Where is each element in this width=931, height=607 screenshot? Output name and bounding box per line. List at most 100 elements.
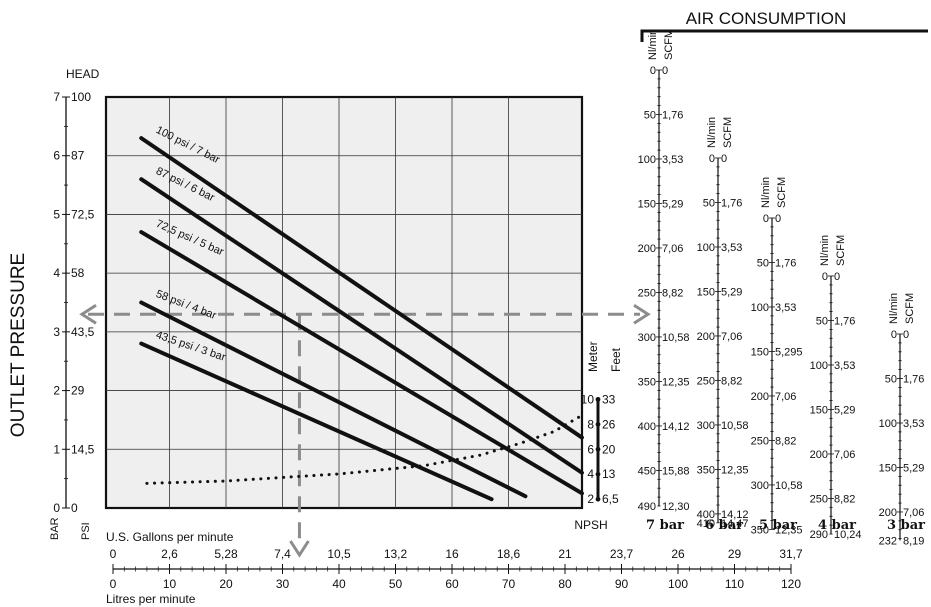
npsh-tick (595, 446, 601, 452)
scfm-value: 1,76 (903, 373, 924, 385)
bar-tick-label: 2 (53, 384, 60, 398)
plot-grid (104, 95, 584, 510)
psi-axis-label: PSI (80, 522, 92, 540)
scfm-value: 0 (903, 329, 909, 341)
scfm-value: 1,76 (834, 315, 855, 327)
air-consumption-title: AIR CONSUMPTION (686, 9, 847, 28)
gpm-tick-label: 29 (728, 547, 742, 561)
scfm-value: 7,06 (903, 507, 924, 519)
npsh-meter-tick: 6 (587, 442, 594, 456)
lpm-tick-label: 90 (615, 577, 629, 591)
scfm-value: 5,29 (721, 286, 742, 298)
scfm-value: 1,76 (775, 257, 796, 269)
nl-value: 0 (891, 329, 897, 341)
scfm-value: 10,24 (834, 529, 862, 541)
scfm-value: 7,06 (662, 243, 683, 255)
nl-value: 100 (879, 418, 897, 430)
plot-area (104, 95, 584, 510)
scfm-value: 5,29 (834, 404, 855, 416)
air-title-bracket (640, 29, 928, 42)
nl-min-label: Nl/min (647, 29, 659, 60)
scfm-value: 14,12 (662, 421, 690, 433)
series-line (139, 230, 584, 496)
bar-tick-label: 0 (53, 501, 60, 515)
psi-tick-label: 29 (71, 384, 85, 398)
nl-value: 0 (763, 213, 769, 225)
npsh-feet-tick: 13 (602, 467, 616, 481)
scfm-value: 12,30 (662, 501, 690, 513)
scfm-value: 0 (834, 271, 840, 283)
scfm-value: 0 (662, 65, 668, 77)
psi-tick-label: 100 (71, 90, 91, 104)
scfm-value: 12,35 (775, 524, 803, 536)
npsh-feet-tick: 26 (602, 417, 616, 431)
nl-value: 0 (709, 153, 715, 165)
scfm-value: 3,53 (834, 360, 855, 372)
scfm-value: 0 (721, 153, 727, 165)
gpm-tick-label: 26 (671, 547, 685, 561)
scfm-value: 3,53 (721, 242, 742, 254)
npsh-meter-tick: 10 (581, 392, 595, 406)
nl-value: 100 (751, 302, 769, 314)
nl-value: 100 (810, 360, 828, 372)
nl-value: 150 (810, 404, 828, 416)
nl-value: 50 (885, 373, 897, 385)
scfm-value: 1,76 (662, 109, 683, 121)
reading-arrow-left (79, 303, 97, 325)
scfm-value: 12,35 (662, 376, 690, 388)
bar-tick-label: 6 (53, 149, 60, 163)
scfm-value: 10,58 (662, 332, 690, 344)
npsh-feet-tick: 33 (602, 392, 616, 406)
series-line (139, 300, 528, 499)
lpm-tick-label: 10 (163, 577, 177, 591)
gpm-tick-label: 21 (558, 547, 572, 561)
scfm-value: 1,76 (721, 197, 742, 209)
air-scale-name: 4 bar (818, 518, 856, 533)
nl-value: 232 (879, 535, 897, 547)
lpm-tick-label: 100 (668, 577, 688, 591)
gpm-tick-label: 16 (445, 547, 459, 561)
nl-value: 300 (751, 480, 769, 492)
npsh-tick (595, 396, 601, 402)
scfm-label: SCFM (776, 177, 788, 208)
nl-value: 150 (697, 286, 715, 298)
nl-value: 250 (638, 287, 656, 299)
nl-value: 150 (751, 346, 769, 358)
gpm-tick-label: 13,2 (384, 547, 408, 561)
nl-value: 200 (879, 507, 897, 519)
psi-tick-label: 14,5 (71, 442, 95, 456)
scfm-label: SCFM (904, 293, 916, 324)
nl-value: 200 (810, 449, 828, 461)
scfm-label: SCFM (722, 117, 734, 148)
npsh-feet-tick: 20 (602, 442, 616, 456)
nl-value: 0 (822, 271, 828, 283)
scfm-value: 8,82 (721, 375, 742, 387)
npsh-meter-label: Meter (586, 341, 600, 372)
scfm-value: 3,53 (903, 418, 924, 430)
bar-tick-label: 1 (53, 442, 60, 456)
psi-tick-label: 43,5 (71, 325, 95, 339)
nl-value: 50 (703, 197, 715, 209)
nl-min-label: Nl/min (819, 235, 831, 266)
bar-tick-label: 3 (53, 325, 60, 339)
lpm-tick-label: 30 (276, 577, 290, 591)
lpm-tick-label: 40 (332, 577, 346, 591)
psi-tick-label: 0 (71, 501, 78, 515)
psi-tick-label: 72,5 (71, 207, 95, 221)
scfm-value: 7,06 (775, 391, 796, 403)
npsh-meter-tick: 4 (587, 467, 594, 481)
usgpm-axis-label: U.S. Gallons per minute (106, 530, 234, 544)
gpm-tick-label: 31,7 (779, 547, 803, 561)
psi-tick-label: 58 (71, 266, 85, 280)
gpm-tick-label: 23,7 (610, 547, 634, 561)
npsh-meter-tick: 2 (587, 492, 594, 506)
nl-value: 250 (810, 493, 828, 505)
scfm-value: 10,58 (775, 480, 803, 492)
nl-value: 450 (638, 465, 656, 477)
series-line (139, 136, 584, 440)
nl-value: 150 (879, 462, 897, 474)
nl-value: 100 (638, 154, 656, 166)
npsh-feet-tick: 6,5 (602, 492, 619, 506)
nl-value: 490 (638, 501, 656, 513)
scfm-value: 15,88 (662, 465, 690, 477)
